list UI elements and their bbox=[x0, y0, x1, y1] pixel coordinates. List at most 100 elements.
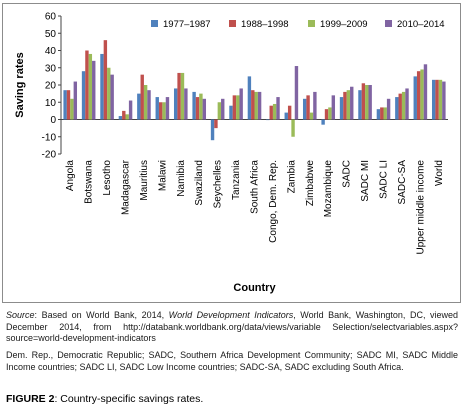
bar bbox=[63, 90, 67, 120]
bar bbox=[251, 90, 255, 120]
source-note: Source: Based on World Bank, 2014, World… bbox=[6, 310, 458, 345]
y-tick-label: 40 bbox=[45, 46, 57, 57]
bar bbox=[70, 98, 74, 120]
bar bbox=[236, 95, 240, 120]
x-tick-label: Zambia bbox=[286, 160, 297, 194]
x-axis-title: Country bbox=[233, 282, 276, 294]
x-tick-label: SADC-SA bbox=[397, 160, 408, 205]
bar bbox=[395, 97, 399, 120]
bar bbox=[73, 81, 78, 120]
y-tick-label: -10 bbox=[42, 132, 57, 143]
bar bbox=[339, 97, 344, 120]
bar bbox=[321, 119, 325, 125]
x-tick-label: Angola bbox=[65, 160, 76, 192]
bar bbox=[162, 102, 166, 120]
bar bbox=[343, 91, 347, 120]
bar bbox=[165, 97, 170, 120]
bar bbox=[92, 60, 96, 120]
x-tick-label: SADC bbox=[342, 160, 353, 188]
bar bbox=[177, 72, 181, 120]
y-axis-title: Saving rates bbox=[14, 52, 26, 117]
legend-swatch bbox=[385, 20, 392, 27]
legend-label: 1999–2009 bbox=[320, 19, 368, 30]
x-tick-label: World bbox=[434, 160, 445, 186]
bar bbox=[413, 76, 417, 120]
source-label: Source bbox=[6, 310, 35, 320]
bar bbox=[398, 93, 402, 120]
bar bbox=[173, 88, 178, 120]
bar bbox=[118, 116, 123, 120]
bar bbox=[122, 110, 126, 120]
bar bbox=[214, 119, 218, 129]
x-tick-label: Malawi bbox=[157, 160, 168, 191]
bar bbox=[155, 97, 159, 120]
bar bbox=[380, 107, 384, 120]
bar bbox=[284, 112, 288, 120]
bar bbox=[287, 105, 292, 120]
x-tick-label: Tanzania bbox=[231, 160, 242, 200]
bar-chart: -20 -10 0 10 20 30 40 50 60 Saving rates Angola Bot… bbox=[14, 12, 448, 294]
x-tick-label: Namibia bbox=[176, 160, 187, 197]
bar bbox=[405, 88, 409, 120]
legend-label: 1977–1987 bbox=[163, 19, 211, 30]
bar bbox=[420, 69, 424, 120]
bar bbox=[158, 102, 163, 120]
x-tick-label: Congo, Dem. Rep. bbox=[268, 160, 279, 243]
bar bbox=[401, 91, 406, 120]
source-title: World Development Indicators bbox=[168, 310, 294, 320]
bar bbox=[302, 98, 307, 120]
x-tick-label: Upper middle income bbox=[415, 160, 426, 255]
bar bbox=[254, 91, 258, 120]
bar bbox=[294, 66, 299, 120]
bar bbox=[291, 119, 295, 137]
bar bbox=[229, 105, 233, 120]
bar bbox=[272, 103, 277, 120]
legend-swatch bbox=[308, 20, 315, 27]
bar bbox=[442, 81, 446, 120]
figure-caption-text: : Country-specific savings rates. bbox=[54, 393, 204, 405]
bar bbox=[232, 95, 237, 120]
x-tick-label: Lesotho bbox=[102, 160, 113, 196]
bar bbox=[210, 119, 215, 141]
y-tick-label: 30 bbox=[45, 63, 57, 74]
bar bbox=[85, 50, 89, 120]
bar bbox=[309, 112, 314, 120]
bar bbox=[217, 102, 222, 120]
bar bbox=[386, 98, 391, 120]
bar bbox=[331, 95, 336, 120]
bar bbox=[368, 85, 372, 120]
bar bbox=[247, 76, 252, 120]
bar bbox=[435, 79, 439, 120]
bar bbox=[365, 85, 369, 120]
x-tick-label: Mozambique bbox=[323, 160, 334, 218]
source-pre: : Based on World Bank, 2014, bbox=[34, 310, 169, 320]
bar bbox=[137, 93, 141, 120]
y-tick-label: 0 bbox=[50, 115, 56, 126]
legend-swatch bbox=[229, 20, 236, 27]
abbreviations-note: Dem. Rep., Democratic Republic; SADC, So… bbox=[6, 350, 458, 372]
legend-label: 2010–2014 bbox=[397, 19, 445, 30]
bar bbox=[350, 86, 354, 120]
legend-label: 1988–1998 bbox=[241, 19, 289, 30]
bar bbox=[143, 85, 148, 120]
bar bbox=[66, 90, 71, 120]
bar bbox=[110, 74, 114, 120]
bar bbox=[100, 53, 104, 120]
bar bbox=[266, 119, 270, 121]
bar bbox=[313, 91, 317, 120]
bar bbox=[423, 64, 428, 120]
x-tick-label: SADC LI bbox=[379, 160, 390, 199]
bar bbox=[88, 53, 93, 120]
x-tick-label: South Africa bbox=[250, 160, 261, 214]
y-tick-label: -20 bbox=[42, 150, 57, 161]
bar bbox=[358, 90, 362, 120]
bar bbox=[438, 79, 443, 120]
x-tick-label: Botswana bbox=[84, 160, 95, 204]
bar bbox=[376, 109, 381, 120]
x-tick-label: Mauritius bbox=[139, 160, 150, 201]
legend-swatch bbox=[151, 20, 158, 27]
y-tick-label: 20 bbox=[45, 81, 57, 92]
bar bbox=[147, 90, 151, 120]
y-tick-label: 10 bbox=[45, 98, 57, 109]
bar bbox=[184, 88, 188, 120]
